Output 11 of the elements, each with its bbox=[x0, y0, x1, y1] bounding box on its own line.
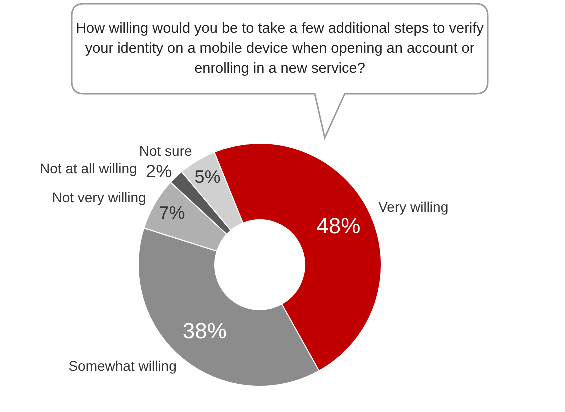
data-label: 5% bbox=[194, 166, 221, 187]
slice-label: Not sure bbox=[139, 143, 192, 160]
slice-label: Not at all willing bbox=[40, 160, 138, 177]
slice-label: Somewhat willing bbox=[68, 358, 177, 374]
slice-label: Not very willing bbox=[52, 190, 146, 206]
slice-label: Very willing bbox=[378, 199, 449, 216]
data-label: 7% bbox=[159, 202, 186, 223]
data-label: 38% bbox=[182, 318, 227, 344]
data-label: 48% bbox=[316, 213, 361, 238]
chart-title: How willing would you be to take a few additional steps to verify your identity on a mobile device when opening an account or enrolling in a new service? bbox=[76, 20, 484, 79]
data-label: 2% bbox=[146, 162, 172, 182]
